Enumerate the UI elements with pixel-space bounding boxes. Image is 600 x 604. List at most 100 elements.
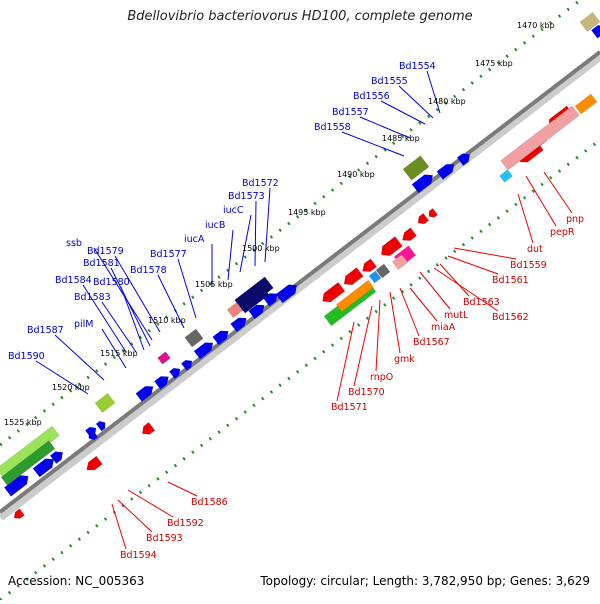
- forward-gene-label: Bd1578: [130, 265, 167, 276]
- forward-cds-pink: [226, 302, 244, 318]
- forward-cds: [436, 163, 455, 180]
- forward-cds: [32, 458, 55, 478]
- reverse-label-leader: [127, 489, 174, 518]
- forward-gene-label: pilM: [74, 319, 94, 330]
- reverse-cds: [362, 258, 377, 272]
- feature-lightpink: [391, 254, 409, 270]
- reverse-gene-label: Bd1594: [120, 550, 157, 561]
- reverse-gene-label: Bd1562: [492, 312, 529, 323]
- forward-cds: [49, 451, 64, 464]
- feature-orange: [574, 93, 598, 115]
- reverse-label-leader: [419, 271, 451, 310]
- forward-gene-label: Bd1581: [83, 258, 120, 269]
- map-title: Bdellovibrio bacteriovorus HD100, comple…: [127, 9, 473, 24]
- reverse-cds: [343, 267, 364, 286]
- forward-cds: [230, 317, 247, 333]
- reverse-label-leader: [353, 305, 373, 387]
- topology-summary: Topology: circular; Length: 3,782,950 bp…: [260, 574, 590, 588]
- forward-cds: [3, 475, 29, 497]
- forward-label-leader: [341, 131, 405, 157]
- forward-label-leader: [54, 334, 105, 381]
- reverse-gene-label: miaA: [431, 322, 456, 333]
- forward-gene-label: Bd1555: [371, 76, 408, 87]
- reverse-gene-label: Bd1563: [463, 297, 500, 308]
- ruler-label: 1525 kbp: [4, 418, 42, 427]
- ruler-label: 1475 kbp: [475, 59, 513, 68]
- forward-gene-label: Bd1577: [150, 249, 187, 260]
- feature-orange: [336, 279, 374, 313]
- feature-lightpink-band: [500, 105, 580, 171]
- forward-label-leader: [239, 214, 252, 273]
- reverse-label-leader: [167, 481, 198, 497]
- forward-cds: [154, 376, 169, 390]
- forward-label-leader: [177, 258, 197, 319]
- reverse-cds: [141, 422, 156, 435]
- reverse-label-leader: [543, 171, 573, 214]
- ruler-label: 1505 kbp: [195, 280, 233, 289]
- backbone-shadow: [0, 52, 600, 521]
- reverse-gene-label: dut: [527, 244, 543, 255]
- forward-gene-label: Bd1573: [228, 191, 265, 202]
- reverse-gene-label: Bd1570: [348, 387, 385, 398]
- ruler-label: 1490 kbp: [337, 170, 375, 179]
- accession-text: Accession: NC_005363: [8, 574, 145, 588]
- ruler-label: 1515 kbp: [100, 349, 138, 358]
- reverse-gene-label: Bd1561: [492, 275, 529, 286]
- feature-cyan: [499, 169, 513, 183]
- reverse-gene-label: rnpO: [370, 372, 393, 383]
- feature-green-band: [0, 440, 56, 486]
- reverse-label-leader: [433, 267, 499, 312]
- forward-cds: [248, 304, 265, 320]
- forward-gene-label: Bd1558: [314, 122, 351, 133]
- reverse-gene-label: mutL: [444, 310, 469, 321]
- forward-cds: [275, 284, 298, 304]
- reverse-cds: [417, 213, 430, 225]
- ruler-label: 1495 kbp: [288, 208, 326, 217]
- forward-cds: [95, 420, 106, 432]
- forward-gene-label: Bd1572: [242, 178, 279, 189]
- forward-gene-label: Bd1556: [353, 91, 390, 102]
- forward-label-leader: [82, 284, 127, 353]
- reverse-cds: [428, 208, 438, 218]
- forward-cds: [456, 153, 471, 166]
- forward-cds: [180, 359, 193, 371]
- ruler-label: 1520 kbp: [52, 383, 90, 392]
- forward-cds: [212, 330, 229, 346]
- forward-label-leader: [254, 200, 257, 267]
- forward-gene-label: ssb: [66, 238, 82, 249]
- forward-gene-label: Bd1554: [399, 61, 436, 72]
- forward-label-leader: [264, 187, 271, 263]
- ruler-label: 1485 kbp: [382, 134, 420, 143]
- reverse-label-leader: [447, 255, 499, 275]
- forward-cds: [411, 174, 434, 194]
- forward-label-leader: [114, 255, 161, 333]
- forward-label-leader: [398, 85, 434, 119]
- reverse-label-leader: [409, 287, 438, 322]
- reverse-cds: [380, 236, 403, 257]
- forward-cds: [168, 367, 181, 379]
- forward-gene-label: Bd1584: [55, 275, 92, 286]
- forward-cds: [135, 385, 154, 402]
- ruler-label: 1500 kbp: [242, 244, 280, 253]
- forward-cds: [263, 293, 278, 307]
- reverse-label-leader: [117, 499, 153, 533]
- reverse-label-leader: [439, 263, 470, 297]
- forward-label-leader: [227, 229, 234, 281]
- reverse-label-leader: [375, 299, 381, 372]
- forward-label-leader: [101, 328, 127, 369]
- forward-cds: [193, 342, 214, 360]
- reverse-gene-label: gmk: [394, 354, 415, 365]
- reverse-label-leader: [517, 193, 534, 244]
- reverse-cds: [322, 281, 346, 303]
- forward-label-leader: [380, 100, 426, 125]
- reverse-gene-label: pnp: [566, 214, 584, 225]
- feature-green-band: [0, 425, 60, 479]
- ruler-label: 1510 kbp: [148, 316, 186, 325]
- forward-gene-label: Bd1580: [93, 277, 130, 288]
- forward-label-leader: [35, 360, 89, 395]
- feature-olive: [402, 155, 430, 181]
- forward-cds: [591, 25, 600, 39]
- reverse-label-leader: [389, 291, 401, 354]
- forward-gene-label: iucA: [184, 234, 205, 245]
